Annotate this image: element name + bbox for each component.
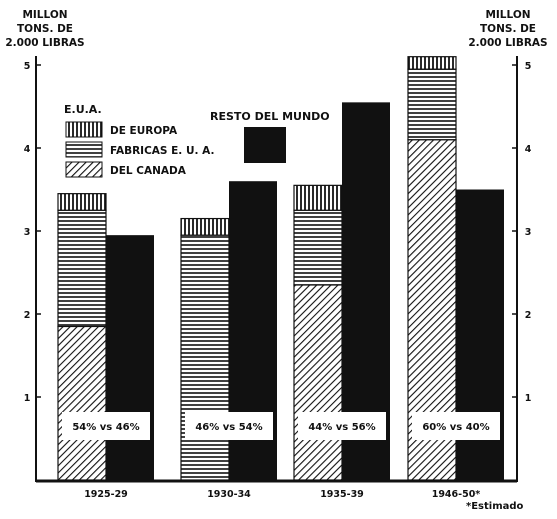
bar-segment-horizontal-2 [293, 209, 343, 286]
labels-group: 54% vs 46% 1925-29 46% vs 54% 1930-34 44% vs… [62, 412, 500, 500]
right-tick-label: 1 [525, 393, 532, 404]
share-label-box-1 [185, 412, 273, 440]
axis-ticks: 1 1 2 2 3 3 4 4 5 5 [24, 61, 532, 404]
legend-swatch-canada [65, 161, 103, 178]
bar-segment-horizontal-0 [57, 209, 107, 328]
left-tick-label: 3 [24, 227, 31, 238]
legend-label-europa: DE EUROPA [110, 125, 178, 137]
right-tick-label: 3 [525, 227, 532, 238]
right-axis-title-line-1: MILLON [485, 9, 530, 21]
bar-segment-diagonal-0 [57, 325, 107, 481]
legend-label-fabricas: FABRICAS E. U. A. [110, 145, 214, 157]
bar-segment-horizontal-3 [407, 68, 457, 141]
legend-swatch-fabricas [65, 141, 103, 158]
legend-label-canada: DEL CANADA [110, 165, 187, 177]
left-tick-label: 2 [24, 310, 31, 321]
category-label: 1946-50* [432, 489, 481, 500]
share-label-box-2 [298, 412, 386, 440]
share-label-box-3 [412, 412, 500, 440]
right-tick-label: 4 [525, 144, 532, 155]
legend: E.U.A. DE EUROPA FABRICAS E. U. A. DEL C… [64, 103, 330, 178]
bar-segment-vertical-1 [180, 217, 230, 236]
right-axis-title-line-2: TONS. DE [480, 23, 536, 35]
share-label: 60% vs 40% [422, 422, 489, 433]
legend-other-title: RESTO DEL MUNDO [210, 110, 330, 123]
bar-segment-vertical-3 [407, 56, 457, 70]
left-axis-title-line-3: 2.000 LIBRAS [5, 37, 84, 49]
footnote: *Estimado [466, 501, 524, 512]
right-tick-label: 2 [525, 310, 532, 321]
left-tick-label: 1 [24, 393, 31, 404]
right-tick-label: 5 [525, 61, 532, 72]
left-axis-title-line-2: TONS. DE [17, 23, 73, 35]
category-label: 1925-29 [84, 489, 128, 500]
share-label: 46% vs 54% [195, 422, 262, 433]
legend-swatch-resto [244, 127, 286, 163]
legend-group-title: E.U.A. [64, 103, 102, 116]
bar-resto-0 [106, 235, 154, 480]
bar-segment-vertical-0 [57, 193, 107, 211]
bar-segment-horizontal-1 [180, 234, 230, 481]
left-tick-label: 5 [24, 61, 31, 72]
category-label: 1935-39 [320, 489, 364, 500]
right-axis-title-line-3: 2.000 LIBRAS [468, 37, 547, 49]
share-label: 44% vs 56% [308, 422, 375, 433]
share-label-box-0 [62, 412, 150, 440]
bar-segment-vertical-2 [293, 184, 343, 211]
bar-segment-diagonal-2 [293, 284, 343, 481]
left-axis-title-line-1: MILLON [22, 9, 67, 21]
left-tick-label: 4 [24, 144, 31, 155]
category-label: 1930-34 [207, 489, 251, 500]
share-label: 54% vs 46% [72, 422, 139, 433]
legend-swatch-europa [65, 121, 103, 138]
